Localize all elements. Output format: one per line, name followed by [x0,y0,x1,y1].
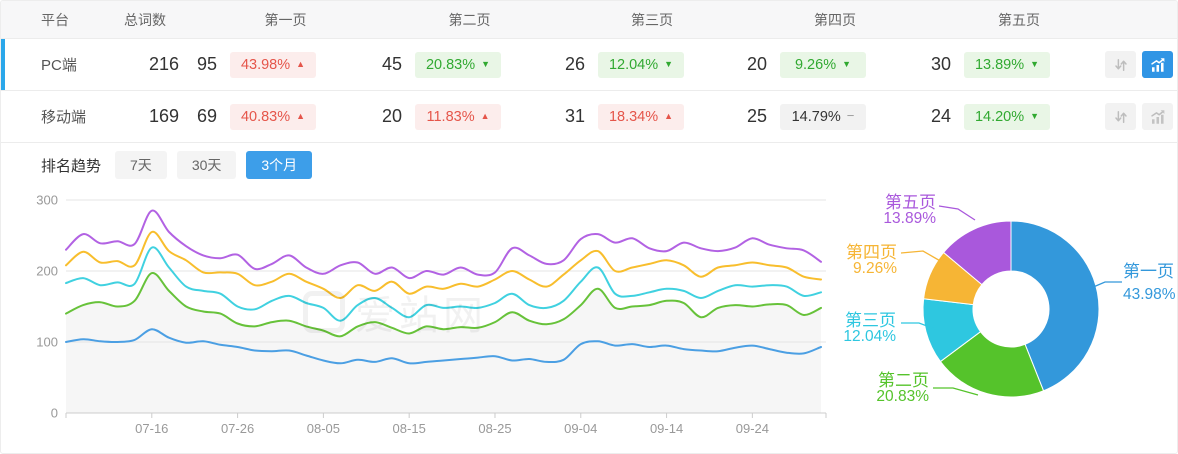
svg-text:09-14: 09-14 [650,421,683,436]
trend-arrow-icon: ▼ [1030,59,1040,69]
page-distribution-donut-chart: 第一页 43.98% 第二页 20.83% 第三页 12.04% 第四页 9.26% 第五页 13… [841,176,1177,449]
page4-cell: 25 14.79% − [729,103,913,130]
page2-cell: 45 20.83% ▼ [364,51,547,78]
svg-text:13.89%: 13.89% [883,210,936,227]
platform-cell: 移动端 [41,109,87,126]
table-row-mobile[interactable]: 移动端 169 69 40.83% ▲ 20 11.83% ▲ 31 18.34% ▲… [1,91,1177,143]
total-words-cell: 216 [148,54,179,74]
sort-arrows-icon [1112,108,1130,126]
page-count: 26 [564,54,585,74]
svg-text:07-26: 07-26 [221,421,254,436]
svg-text:09-04: 09-04 [564,421,597,436]
svg-text:08-05: 08-05 [307,421,340,436]
tab-3months[interactable]: 3个月 [246,151,313,179]
platform-cell: PC端 [41,57,77,74]
chart-toggle-button[interactable] [1142,103,1173,130]
chart-toggle-button[interactable] [1142,51,1173,78]
trend-chart-icon [1149,56,1167,74]
trend-badge: 14.79% − [780,103,866,130]
page-count: 24 [930,106,951,126]
svg-text:12.04%: 12.04% [843,328,896,345]
col-header-total: 总词数 [124,11,166,28]
svg-text:第四页: 第四页 [846,243,897,262]
page2-cell: 20 11.83% ▲ [364,103,547,130]
svg-text:100: 100 [36,335,58,350]
page-count: 20 [381,106,402,126]
page-count: 45 [381,54,402,74]
col-header-page5: 第五页 [998,11,1040,28]
page3-cell: 26 12.04% ▼ [547,51,729,78]
table-header: 平台 总词数 第一页 第二页 第三页 第四页 第五页 [1,1,1177,39]
trend-badge: 43.98% ▲ [230,51,316,78]
svg-text:第二页: 第二页 [878,371,929,390]
page-count: 25 [746,106,767,126]
trend-arrow-icon: − [846,107,855,123]
col-header-page4: 第四页 [814,11,856,28]
trend-chart-icon [1149,108,1167,126]
svg-text:200: 200 [36,264,58,279]
sort-button[interactable] [1105,103,1136,130]
svg-text:第五页: 第五页 [885,193,936,212]
trend-badge: 11.83% ▲ [415,103,501,130]
page5-cell: 24 14.20% ▼ [913,103,1097,130]
trend-badge: 14.20% ▼ [964,103,1050,130]
col-header-page2: 第二页 [448,11,491,28]
trend-badge: 12.04% ▼ [598,51,684,78]
trend-badge: 18.34% ▲ [598,103,684,130]
trend-arrow-icon: ▼ [842,59,852,69]
trend-arrow-icon: ▼ [664,59,674,69]
page1-cell: 69 40.83% ▲ [179,103,364,130]
svg-text:08-15: 08-15 [393,421,426,436]
svg-text:43.98%: 43.98% [1123,286,1176,303]
page-count: 31 [564,106,585,126]
tab-7days[interactable]: 7天 [115,151,167,179]
rank-trend-line-chart: 0 100 200 300 07-16 07-26 08-05 08-15 08-25 09-04… [21,191,831,446]
page-count: 30 [930,54,951,74]
trend-badge: 13.89% ▼ [964,51,1050,78]
svg-text:0: 0 [51,406,58,421]
page3-cell: 31 18.34% ▲ [547,103,729,130]
svg-text:09-24: 09-24 [736,421,769,436]
svg-text:第三页: 第三页 [845,311,896,330]
trend-arrow-icon: ▲ [664,111,674,121]
trend-section-title: 排名趋势 [41,157,102,175]
page1-cell: 95 43.98% ▲ [179,51,364,78]
page-count: 20 [746,54,767,74]
svg-text:9.26%: 9.26% [853,260,897,277]
trend-section-header: 排名趋势 7天 30天 3个月 [41,151,322,179]
col-header-page3: 第三页 [631,11,673,28]
page-count: 95 [196,54,217,74]
svg-text:07-16: 07-16 [135,421,168,436]
svg-text:08-25: 08-25 [478,421,511,436]
sort-arrows-icon [1112,56,1130,74]
trend-arrow-icon: ▲ [296,111,306,121]
rank-table: 平台 总词数 第一页 第二页 第三页 第四页 第五页 PC端 216 95 43… [1,1,1177,143]
col-header-platform: 平台 [41,11,69,28]
page5-cell: 30 13.89% ▼ [913,51,1097,78]
row-actions [1097,51,1177,78]
table-row-pc[interactable]: PC端 216 95 43.98% ▲ 45 20.83% ▼ 26 12.04% ▼… [1,39,1177,91]
sort-button[interactable] [1105,51,1136,78]
trend-arrow-icon: ▲ [296,59,306,69]
total-words-cell: 169 [148,106,179,126]
page-count: 69 [196,106,217,126]
svg-text:20.83%: 20.83% [876,388,929,405]
trend-arrow-icon: ▼ [481,59,491,69]
trend-arrow-icon: ▲ [480,111,490,121]
page4-cell: 20 9.26% ▼ [729,51,913,78]
svg-text:300: 300 [36,193,58,208]
trend-badge: 9.26% ▼ [780,51,866,78]
tab-30days[interactable]: 30天 [176,151,237,179]
row-actions [1097,103,1177,130]
trend-arrow-icon: ▼ [1030,111,1040,121]
trend-badge: 20.83% ▼ [415,51,501,78]
col-header-page1: 第一页 [264,11,307,28]
svg-text:第一页: 第一页 [1123,262,1174,281]
trend-badge: 40.83% ▲ [230,103,316,130]
